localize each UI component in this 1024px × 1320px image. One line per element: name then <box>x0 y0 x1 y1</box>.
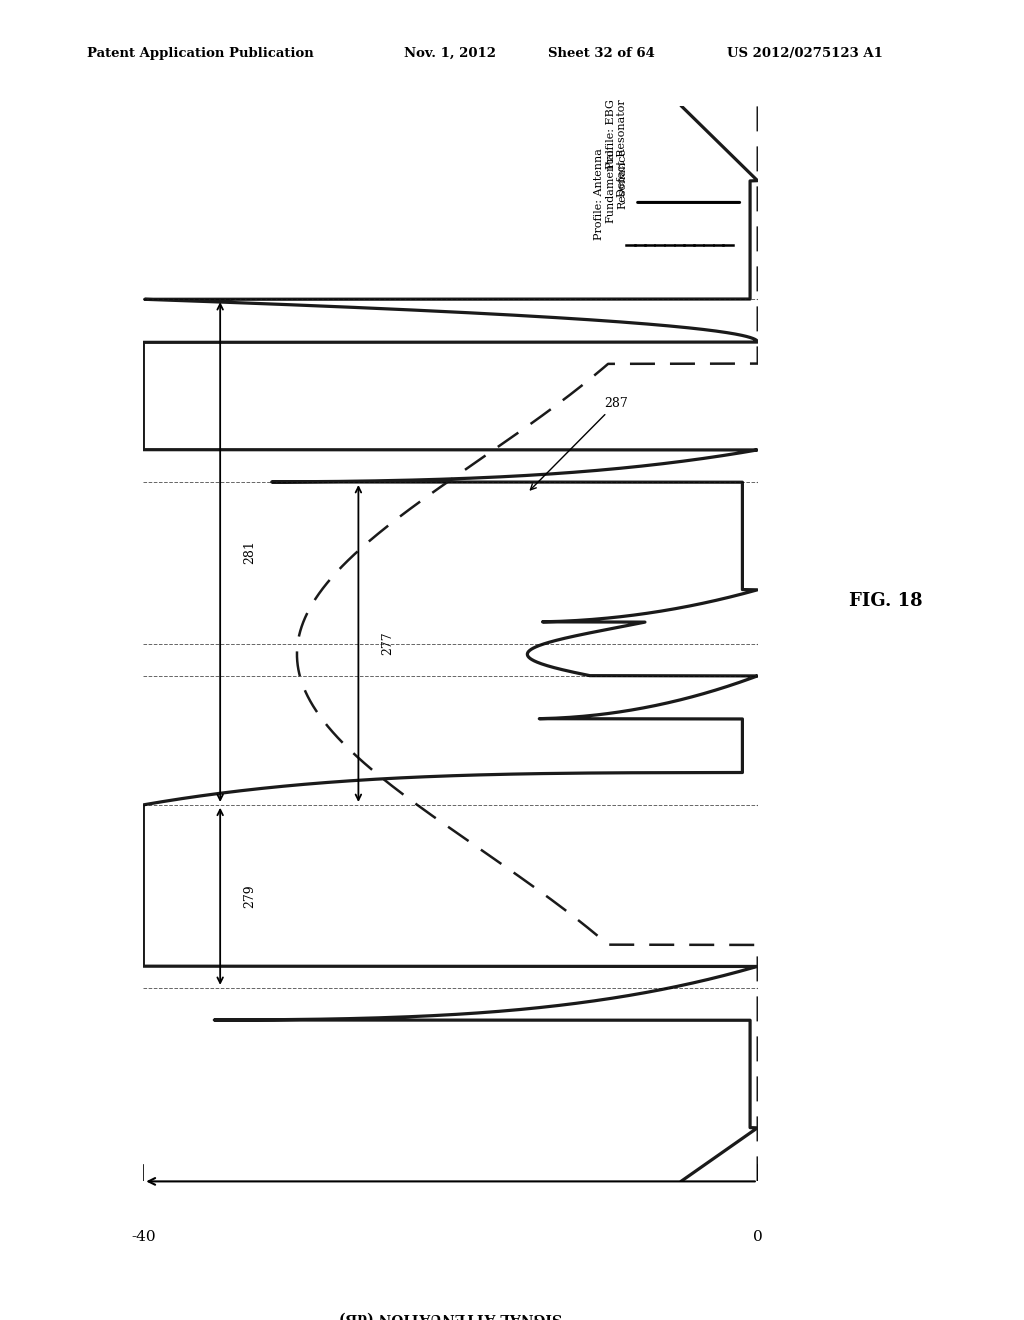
Text: Profile: Antenna
Fundamental
Resonance: Profile: Antenna Fundamental Resonance <box>594 148 627 240</box>
Text: Profile: EBG
Defect Resonator: Profile: EBG Defect Resonator <box>605 99 627 197</box>
Text: SIGNAL ATTENUATION (dB): SIGNAL ATTENUATION (dB) <box>339 1311 562 1320</box>
Text: Sheet 32 of 64: Sheet 32 of 64 <box>548 46 654 59</box>
Text: 279: 279 <box>244 884 256 908</box>
Text: -40: -40 <box>131 1230 156 1243</box>
Text: Nov. 1, 2012: Nov. 1, 2012 <box>404 46 497 59</box>
Text: Patent Application Publication: Patent Application Publication <box>87 46 313 59</box>
Text: 0: 0 <box>753 1230 763 1243</box>
Text: 281: 281 <box>244 540 256 564</box>
Text: 277: 277 <box>381 632 394 655</box>
Text: US 2012/0275123 A1: US 2012/0275123 A1 <box>727 46 883 59</box>
Text: 287: 287 <box>530 397 628 490</box>
Text: FIG. 18: FIG. 18 <box>849 591 923 610</box>
